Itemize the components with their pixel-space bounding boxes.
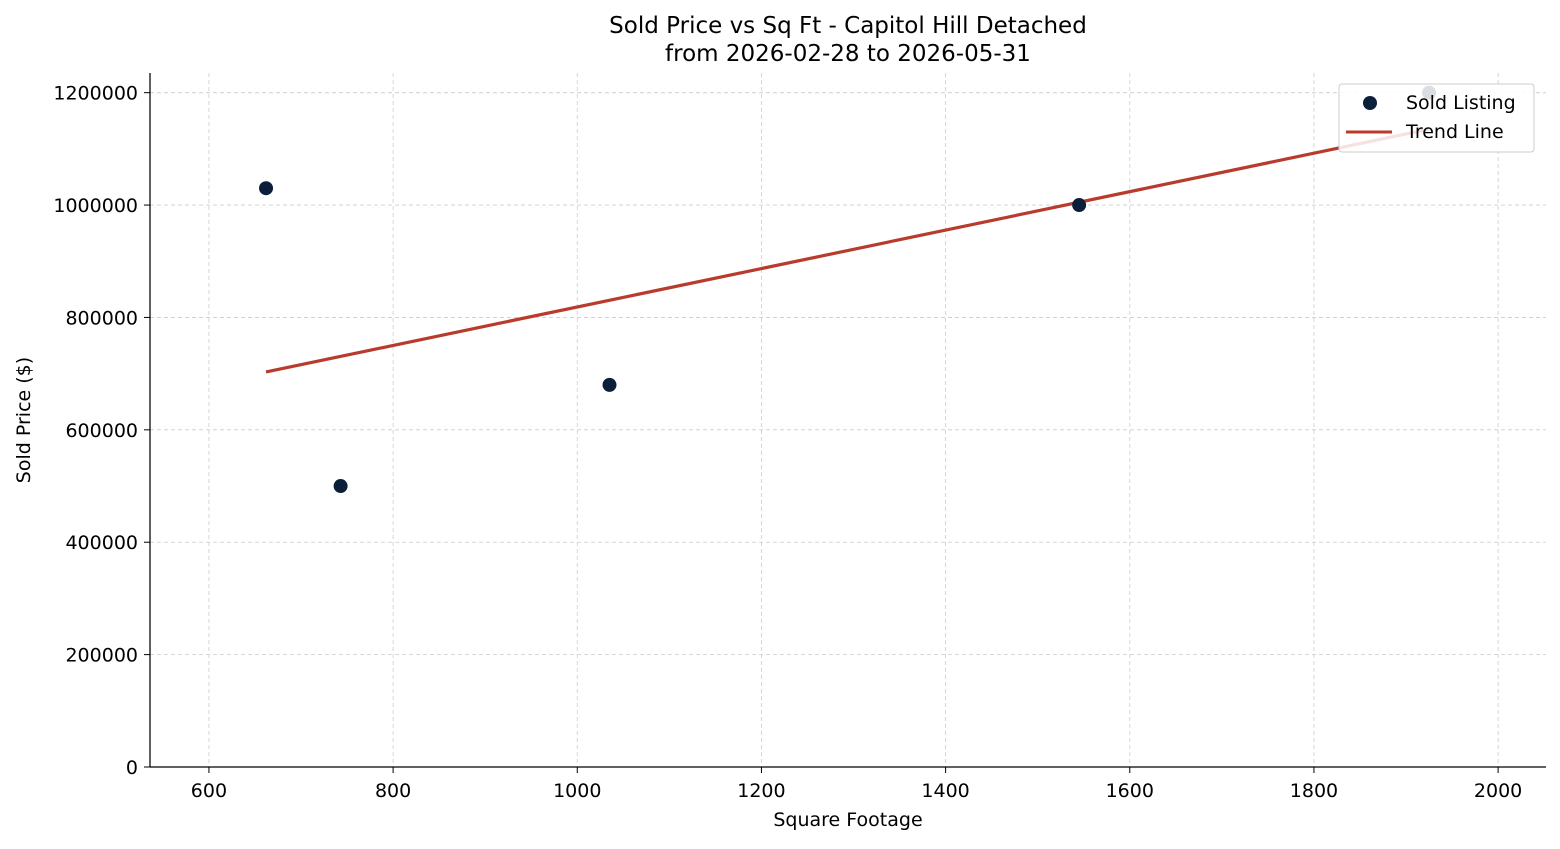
x-tick-label: 1400 [921,780,969,802]
x-axis-title: Square Footage [773,809,922,831]
y-tick-label: 1200000 [53,83,138,105]
legend-label-trend-line: Trend Line [1405,121,1504,143]
x-tick-label: 800 [375,780,411,802]
scatter-points-layer [259,85,1437,494]
y-tick-label: 800000 [65,307,138,329]
legend-frame [1338,83,1535,153]
y-tick-label: 200000 [65,645,138,667]
y-tick-label: 1000000 [53,195,138,217]
legend-marker-sold-listing [1363,96,1377,110]
scatter-point [1072,198,1087,213]
y-axis-title: Sold Price ($) [13,357,35,483]
y-tick-label: 0 [126,757,138,779]
x-tick-label: 1000 [553,780,601,802]
ticks: 600 800 1000 1200 1400 1600 1800 2000 0 200000 400… [53,83,1522,802]
y-tick-label: 400000 [65,532,138,554]
x-tick-label: 2000 [1474,780,1522,802]
trend-line [265,127,1430,374]
chart-subtitle: from 2026-02-28 to 2026-05-31 [665,41,1031,67]
scatter-point [333,479,348,494]
y-tick-label: 600000 [65,420,138,442]
x-tick-label: 1800 [1290,780,1338,802]
axes [149,73,1546,768]
scatter-point [259,181,274,196]
trend-line-layer [265,127,1430,374]
grid [150,73,1546,768]
scatter-point [602,377,617,392]
x-tick-label: 1600 [1106,780,1154,802]
legend-label-sold-listing: Sold Listing [1406,92,1516,114]
chart-title: Sold Price vs Sq Ft - Capitol Hill Detac… [609,13,1087,39]
x-tick-label: 1200 [737,780,785,802]
x-tick-label: 600 [191,780,227,802]
legend: Sold Listing Trend Line [1338,83,1535,153]
